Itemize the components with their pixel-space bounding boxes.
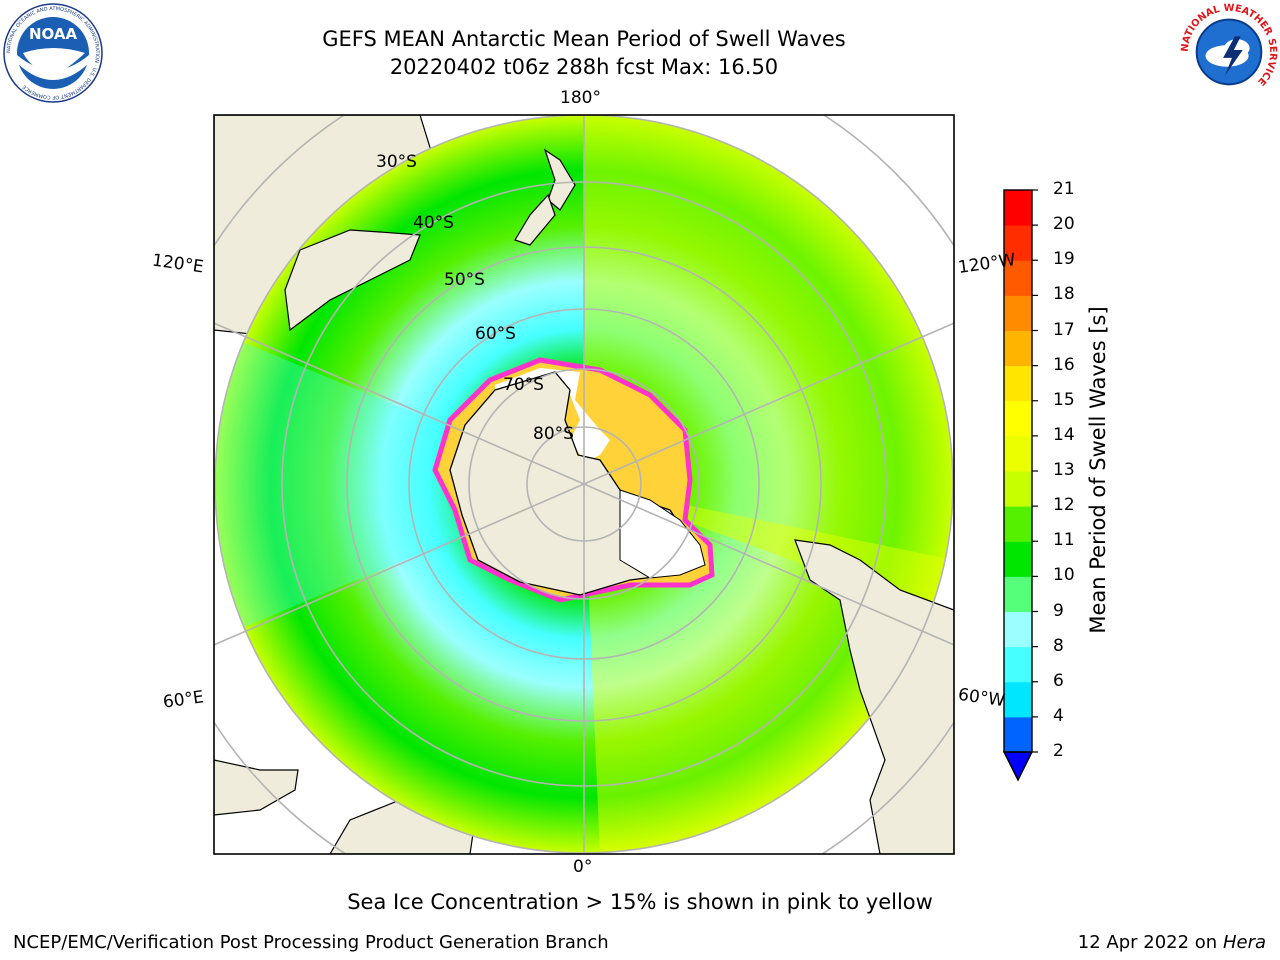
- noaa-logo-text: NOAA: [29, 25, 78, 43]
- credit-machine: Hera: [1222, 932, 1266, 953]
- colorbar-tick-label: 19: [1053, 249, 1075, 270]
- colorbar-bin: [1004, 506, 1032, 542]
- map-area: [214, 115, 954, 854]
- colorbar-extend-arrow: [1002, 751, 1034, 782]
- colorbar-bin: [1004, 225, 1032, 261]
- credit-date-text: 12 Apr 2022 on: [1077, 932, 1223, 953]
- lat-label-50s: 50°S: [444, 270, 485, 290]
- colorbar-bin: [1004, 681, 1032, 718]
- noaa-logo: NOAA NATIONAL OCEANIC AND ATMOSPHERIC AD…: [3, 3, 103, 103]
- chart-subtitle: 20220402 t06z 288h fcst Max: 16.50: [389, 55, 779, 79]
- weddell-ice-shelf: [619, 489, 706, 579]
- colorbar-tick-label: 2: [1053, 741, 1064, 761]
- colorbar-bin: [1004, 576, 1032, 612]
- graticule: [214, 115, 954, 854]
- colorbar-bin: [1004, 295, 1032, 331]
- colorbar-tick-label: 11: [1053, 530, 1075, 551]
- chart-title: GEFS MEAN Antarctic Mean Period of Swell…: [322, 27, 846, 51]
- colorbar-bin: [1004, 365, 1032, 402]
- colorbar-tick-label: 15: [1053, 389, 1075, 410]
- colorbar-tick-label: 8: [1053, 635, 1064, 656]
- colorbar-bin: [1004, 716, 1032, 753]
- lon-label-0: 0°: [573, 857, 593, 877]
- colorbar-tick-label: 20: [1053, 214, 1075, 235]
- map-frame: [213, 114, 955, 855]
- lat-label-60s: 60°S: [475, 324, 516, 344]
- colorbar-tick-label: 10: [1053, 565, 1075, 586]
- colorbar-tick-label: 4: [1053, 705, 1064, 726]
- colorbar-bin: [1004, 541, 1032, 577]
- colorbar-bin: [1004, 471, 1032, 507]
- madagascar-land: [214, 759, 299, 816]
- colorbar-tick-label: 13: [1053, 460, 1075, 480]
- colorbar-bin: [1004, 400, 1032, 437]
- colorbar-tick-label: 21: [1053, 179, 1075, 199]
- colorbar-tick-label: 9: [1053, 600, 1064, 621]
- colorbar-bin: [1004, 435, 1032, 472]
- colorbar-tick-label: 12: [1053, 495, 1075, 516]
- colorbar-tick-label: 6: [1053, 670, 1064, 691]
- lat-label-30s: 30°S: [376, 152, 417, 172]
- new-zealand-south: [514, 193, 556, 246]
- colorbar-tick-label: 16: [1053, 354, 1075, 375]
- credit-date: 12 Apr 2022 on Hera: [1078, 932, 1266, 953]
- colorbar-bin: [1004, 646, 1032, 683]
- credit-branch: NCEP/EMC/Verification Post Processing Pr…: [13, 932, 609, 953]
- colorbar-tick-label: 14: [1053, 424, 1075, 445]
- colorbar-bin: [1004, 190, 1032, 226]
- colorbar: [1002, 189, 1038, 782]
- colorbar-tick-label: 17: [1053, 319, 1075, 340]
- new-zealand-north: [543, 148, 576, 211]
- colorbar-tick-label: 18: [1053, 284, 1075, 305]
- lat-label-80s: 80°S: [533, 424, 574, 444]
- lat-label-70s: 70°S: [503, 375, 544, 395]
- colorbar-bin: [1004, 260, 1032, 296]
- lat-label-40s: 40°S: [413, 213, 454, 233]
- colorbar-bin: [1004, 611, 1032, 648]
- colorbar-bin: [1004, 330, 1032, 367]
- colorbar-label: Mean Period of Swell Waves [s]: [1086, 306, 1110, 634]
- lon-label-180: 180°: [560, 88, 601, 108]
- sea-ice-note: Sea Ice Concentration > 15% is shown in …: [347, 890, 933, 914]
- nws-logo: NATIONAL WEATHER SERVICE: [1180, 3, 1278, 100]
